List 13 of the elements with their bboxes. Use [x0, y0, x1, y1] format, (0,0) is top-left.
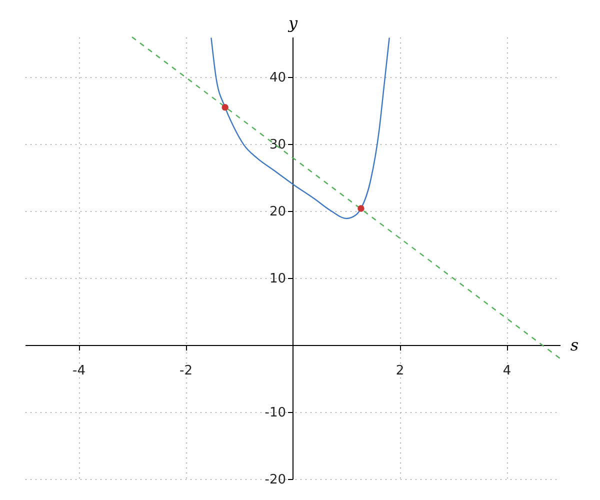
- x-axis-title: s: [570, 336, 579, 355]
- y-tick-label: 20: [269, 204, 286, 220]
- y-axis-title: y: [287, 14, 298, 32]
- y-tick-label: -10: [264, 406, 286, 421]
- x-tick-label: 4: [502, 364, 512, 379]
- line-series: [210, 37, 390, 220]
- y-tick-label: 30: [269, 138, 286, 153]
- y-tick-label: 40: [269, 70, 286, 86]
- x-tick-label: -2: [180, 364, 192, 379]
- x-tick-label: 2: [396, 364, 404, 379]
- x-tick-label: -4: [72, 364, 86, 379]
- y-tick-label: 10: [269, 272, 286, 287]
- y-tick-label: -20: [264, 472, 286, 488]
